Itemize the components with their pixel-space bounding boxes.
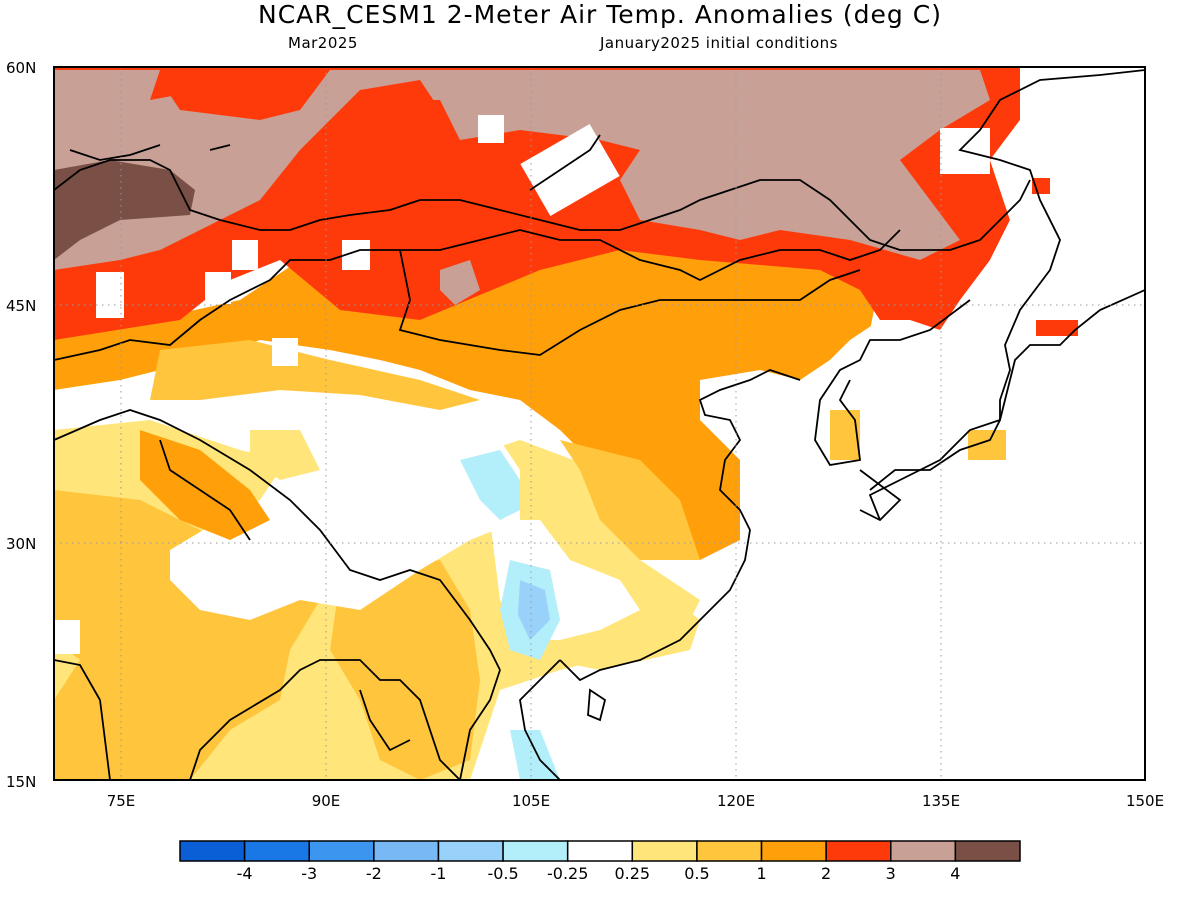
siberia-tan-region: [54, 70, 990, 270]
tibet-white-region: [150, 390, 520, 620]
lon-label: 75E: [107, 792, 136, 810]
colorbar-legend: -4 -3 -2 -1 -0.5 -0.25 0.25 0.5 1 2 3 4: [179, 840, 1021, 883]
lon-label: 105E: [512, 792, 550, 810]
colorbar-tick-label: -4: [237, 864, 253, 883]
coastlines-and-borders: [54, 69, 1145, 780]
map-title: NCAR_CESM1 2-Meter Air Temp. Anomalies (…: [258, 0, 942, 29]
east-china-orange-region: [54, 230, 880, 560]
lat-label: 15N: [6, 773, 36, 791]
colorbar-tick-label: 3: [886, 864, 896, 883]
tibet-yellow-patch: [250, 430, 320, 480]
colorbar-tick-label: -0.5: [487, 864, 518, 883]
west-china-lighter-region: [150, 340, 480, 410]
colorbar-swatch: [179, 840, 246, 862]
mongolia-tan-patch: [440, 260, 480, 305]
longitude-labels: 75E 90E 105E 120E 135E 150E: [107, 792, 1164, 810]
lat-label: 45N: [6, 297, 36, 315]
colorbar-tick-label: 4: [950, 864, 960, 883]
colorbar-tick-label: 1: [756, 864, 766, 883]
colorbar-tick-label: -3: [301, 864, 317, 883]
colorbar-swatch: [760, 840, 827, 862]
sichuan-blue-region: [460, 450, 520, 520]
colorbar-tick-label: -0.25: [547, 864, 588, 883]
colorbar-swatch: [631, 840, 698, 862]
siberia-inner-red: [160, 70, 330, 120]
map-frame: [53, 66, 1146, 781]
colorbar-swatch: [437, 840, 504, 862]
colorbar-swatch: [954, 840, 1021, 862]
colorbar-tick-label: -2: [366, 864, 382, 883]
lat-label: 30N: [6, 535, 36, 553]
lat-label: 60N: [6, 59, 36, 77]
himalaya-orange-band: [140, 430, 270, 540]
colorbar-tick-label: 2: [821, 864, 831, 883]
lon-label: 135E: [922, 792, 960, 810]
lon-label: 90E: [312, 792, 341, 810]
forecast-month: Mar2025: [288, 34, 358, 52]
colorbar-swatch: [890, 840, 957, 862]
yunnan-deeper-blue-region: [518, 580, 550, 640]
colorbar-tick-label: 0.5: [684, 864, 709, 883]
kazakh-dark-brown: [54, 160, 195, 260]
colorbar-tick-label: -1: [430, 864, 446, 883]
bengal-orange-region: [330, 560, 480, 780]
siberia-inner-red-2: [360, 100, 460, 170]
colorbar-swatch: [696, 840, 763, 862]
initial-conditions-label: January2025 initial conditions: [600, 34, 838, 52]
lon-label: 120E: [717, 792, 755, 810]
anomaly-fill-layer: [54, 67, 1145, 780]
colorbar-swatch: [566, 840, 634, 862]
east-china-lighter-region: [560, 440, 700, 560]
colorbar-swatch: [373, 840, 440, 862]
lon-label: 150E: [1126, 792, 1164, 810]
gridlines: [54, 67, 1145, 780]
colorbar-swatch: [825, 840, 892, 862]
colorbar-swatch: [243, 840, 310, 862]
latitude-labels: 60N 45N 30N 15N: [6, 59, 36, 791]
colorbar-tick-label: 0.25: [614, 864, 650, 883]
colorbar-swatch: [502, 840, 569, 862]
colorbar-swatch: [308, 840, 375, 862]
